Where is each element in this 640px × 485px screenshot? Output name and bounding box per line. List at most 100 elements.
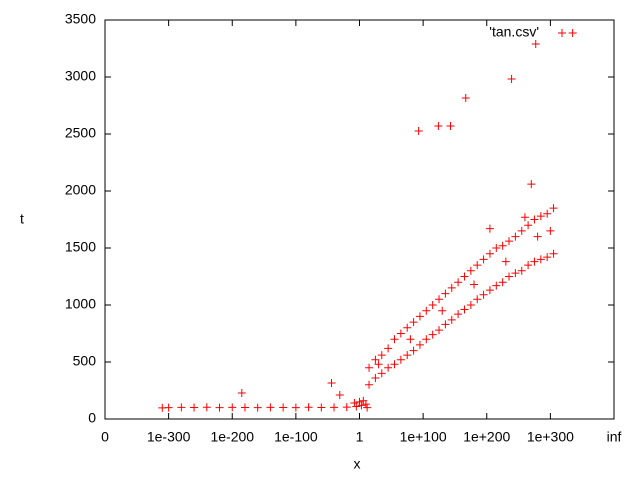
y-tick-label: 500 <box>73 353 97 369</box>
point <box>390 360 399 369</box>
x-tick-label: 1e-200 <box>210 429 254 445</box>
y-tick-label: 1000 <box>65 296 96 312</box>
point <box>409 318 418 327</box>
x-tick-label: 1e-300 <box>147 429 191 445</box>
point <box>240 403 249 412</box>
point <box>492 281 501 290</box>
legend-marker <box>558 29 566 37</box>
y-tick-label: 0 <box>88 410 96 426</box>
point <box>460 272 469 281</box>
point <box>355 397 364 406</box>
legend-label: 'tan.csv' <box>489 24 539 40</box>
point <box>317 403 326 412</box>
y-tick-label: 1500 <box>65 239 96 255</box>
point <box>237 389 246 398</box>
point <box>461 93 470 102</box>
point <box>384 363 393 372</box>
point <box>441 289 450 298</box>
point <box>543 253 552 262</box>
y-tick-label: 3500 <box>65 11 96 27</box>
point <box>434 122 443 131</box>
point <box>511 232 520 241</box>
point <box>266 403 275 412</box>
point <box>422 335 431 344</box>
point <box>228 403 237 412</box>
x-tick-label: 1e+100 <box>400 429 447 445</box>
point <box>406 335 415 344</box>
point <box>330 403 339 412</box>
point <box>374 360 383 369</box>
point <box>352 402 361 411</box>
point <box>492 244 501 252</box>
point <box>531 39 540 48</box>
point <box>342 403 351 412</box>
y-tick-label: 2500 <box>65 125 96 141</box>
point <box>396 329 405 338</box>
point <box>396 355 405 364</box>
point <box>415 340 424 349</box>
point <box>568 28 577 37</box>
point <box>533 232 542 241</box>
point <box>384 344 393 353</box>
point <box>527 180 536 189</box>
y-tick-label: 3000 <box>65 68 96 84</box>
point <box>507 74 516 83</box>
point <box>473 295 482 304</box>
point <box>377 369 386 378</box>
x-tick-label: 0 <box>101 429 109 445</box>
point <box>177 403 186 412</box>
point <box>549 204 558 213</box>
point <box>498 278 507 287</box>
x-tick-label: 1e+200 <box>463 429 510 445</box>
point <box>536 212 545 221</box>
point <box>505 237 514 246</box>
point <box>371 355 380 364</box>
point <box>485 286 494 295</box>
y-tick-label: 2000 <box>65 182 96 198</box>
point <box>498 241 507 250</box>
point <box>414 127 423 136</box>
y-axis-label: t <box>20 211 24 227</box>
point <box>470 280 479 289</box>
point <box>403 323 412 332</box>
point <box>505 272 514 281</box>
point <box>202 403 211 412</box>
x-tick-label: 1e-100 <box>274 429 318 445</box>
point <box>517 266 526 275</box>
point <box>327 378 336 387</box>
point <box>524 261 533 270</box>
point <box>279 403 288 412</box>
point <box>350 399 359 408</box>
point <box>530 215 539 224</box>
point <box>543 209 552 218</box>
point <box>422 306 431 315</box>
point <box>441 320 450 329</box>
point <box>438 306 447 315</box>
point <box>479 290 488 299</box>
point <box>485 249 494 258</box>
point <box>530 257 539 266</box>
point <box>215 403 224 412</box>
point <box>446 122 455 131</box>
point <box>549 249 558 258</box>
point <box>546 226 555 235</box>
x-tick-label: inf <box>607 429 622 445</box>
point <box>291 403 300 412</box>
point <box>479 255 488 264</box>
point <box>466 266 475 275</box>
point <box>361 400 370 409</box>
point <box>460 305 469 314</box>
point <box>466 301 475 309</box>
point <box>501 257 510 266</box>
point <box>511 269 520 278</box>
point <box>524 221 533 230</box>
point <box>447 283 456 292</box>
x-tick-label: 1 <box>356 429 364 445</box>
point <box>435 326 444 335</box>
point <box>447 315 456 324</box>
point <box>485 224 494 233</box>
point <box>377 351 386 360</box>
point <box>164 403 173 412</box>
point <box>390 335 399 344</box>
